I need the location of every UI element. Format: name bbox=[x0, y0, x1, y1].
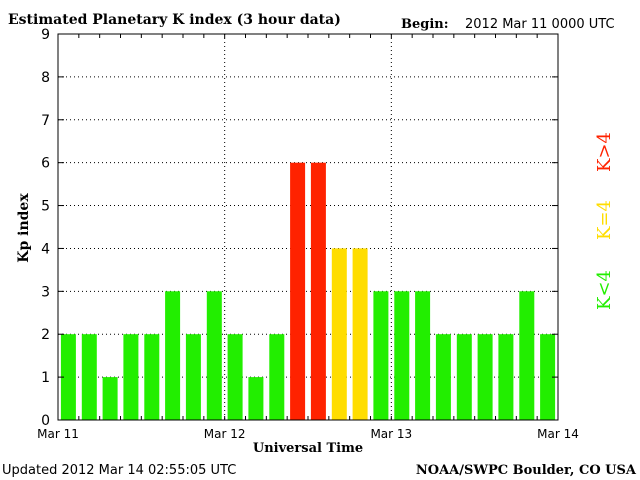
kp-bar bbox=[60, 334, 76, 420]
begin-label: Begin: bbox=[401, 17, 449, 32]
y-tick-label: 2 bbox=[41, 327, 50, 343]
legend-above: K>4 bbox=[594, 132, 615, 172]
y-axis-label: Kp index bbox=[16, 193, 32, 263]
y-tick-label: 1 bbox=[41, 370, 50, 386]
y-tick-label: 6 bbox=[41, 156, 50, 172]
kp-bar bbox=[498, 334, 514, 420]
kp-bar bbox=[269, 334, 285, 420]
x-axis-label: Universal Time bbox=[253, 441, 363, 456]
legend-below: K<4 bbox=[594, 270, 615, 310]
kp-bar bbox=[331, 248, 347, 420]
legend-equal: K=4 bbox=[594, 200, 615, 240]
source-text: NOAA/SWPC Boulder, CO USA bbox=[416, 463, 637, 478]
y-tick-label: 9 bbox=[41, 27, 50, 43]
chart-title: Estimated Planetary K index (3 hour data… bbox=[8, 12, 341, 28]
kp-bar bbox=[290, 162, 306, 420]
x-tick-label: Mar 11 bbox=[37, 427, 79, 441]
y-tick-label: 4 bbox=[41, 241, 50, 257]
kp-bar bbox=[415, 291, 431, 420]
kp-bar bbox=[185, 334, 201, 420]
kp-bar bbox=[81, 334, 97, 420]
kp-bar bbox=[206, 291, 222, 420]
kp-bar bbox=[248, 377, 264, 420]
gridlines bbox=[58, 34, 558, 420]
y-tick-label: 7 bbox=[41, 113, 50, 129]
y-ticks: 0 1 2 3 4 5 6 7 8 9 bbox=[41, 27, 558, 429]
kp-bar bbox=[123, 334, 139, 420]
y-tick-label: 5 bbox=[41, 199, 50, 215]
kp-bar bbox=[435, 334, 451, 420]
x-tick-label: Mar 14 bbox=[537, 427, 579, 441]
kp-bar bbox=[373, 291, 389, 420]
kp-bar bbox=[227, 334, 243, 420]
kp-bar bbox=[310, 162, 326, 420]
kp-bar bbox=[519, 291, 535, 420]
y-tick-label: 3 bbox=[41, 284, 50, 300]
y-tick-label: 0 bbox=[41, 413, 50, 429]
updated-text: Updated 2012 Mar 14 02:55:05 UTC bbox=[2, 463, 236, 478]
x-tick-label: Mar 12 bbox=[204, 427, 246, 441]
y-tick-label: 8 bbox=[41, 70, 50, 86]
kp-bar bbox=[394, 291, 410, 420]
kp-bar bbox=[540, 334, 556, 420]
bars bbox=[60, 162, 556, 420]
kp-bar bbox=[456, 334, 472, 420]
begin-value: 2012 Mar 11 0000 UTC bbox=[465, 17, 615, 32]
kp-bar bbox=[165, 291, 181, 420]
x-ticks: Mar 11 Mar 12 Mar 13 Mar 14 bbox=[37, 34, 579, 441]
kp-bar bbox=[144, 334, 160, 420]
kp-bar bbox=[477, 334, 493, 420]
x-tick-label: Mar 13 bbox=[370, 427, 412, 441]
kp-bar bbox=[102, 377, 118, 420]
kp-bar bbox=[352, 248, 368, 420]
